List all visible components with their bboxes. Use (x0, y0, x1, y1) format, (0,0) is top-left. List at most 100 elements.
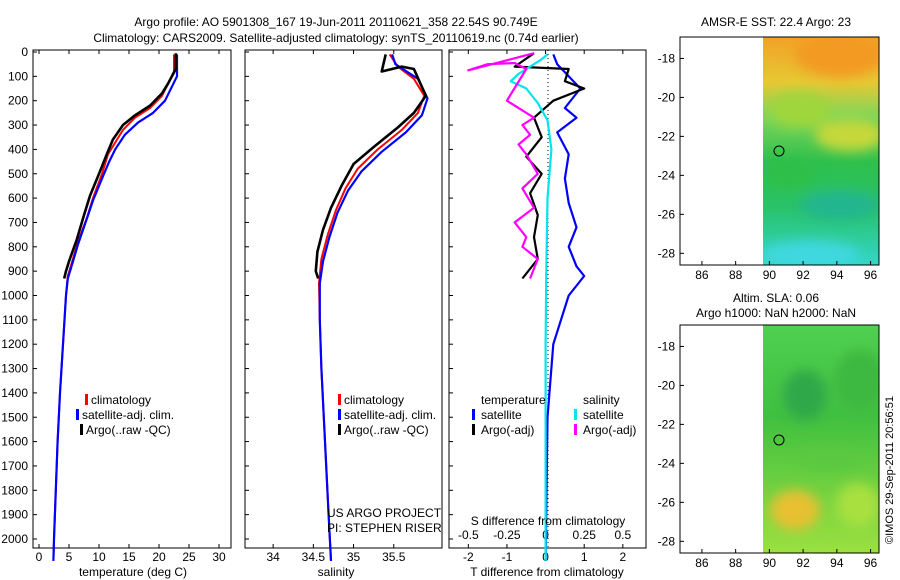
salinity-series (314, 53, 429, 561)
sla-map-frame (679, 324, 880, 554)
map-lon-tick-label: 94 (830, 268, 844, 282)
sst-map-frame (679, 36, 880, 266)
salinity-plot-frame (244, 49, 443, 549)
difference-legend: temperature satellite Argo(-adj) salinit… (472, 393, 636, 437)
pressure-tick-label: 1300 (1, 362, 28, 376)
map-lat-tick-label: -24 (658, 456, 676, 470)
map-lat-tick-label: -26 (658, 207, 676, 221)
pressure-tick-label: 1700 (1, 459, 28, 473)
temperature-legend: climatology satellite-adj. clim. Argo(..… (76, 393, 174, 437)
map-lon-tick-label: 94 (830, 556, 844, 570)
legend-swatch-t-argo (472, 424, 475, 435)
map-lon-tick-label: 88 (729, 268, 743, 282)
legend-climatology: climatology (91, 393, 151, 407)
x-tick-label: 25 (182, 550, 196, 564)
legend-climatology: climatology (344, 393, 404, 407)
legend-swatch-s-satellite (574, 409, 577, 420)
series-line-argo-raw-qc- (314, 54, 428, 279)
sla-map-title-2: Argo h1000: NaN h2000: NaN (696, 306, 856, 320)
sst-map-title: AMSR-E SST: 22.4 Argo: 23 (701, 15, 851, 29)
x-tick-label: 1 (581, 550, 588, 564)
sla-map-title-1: Altim. SLA: 0.06 (733, 291, 819, 305)
map-lon-tick-label: 90 (763, 268, 777, 282)
pressure-tick-label: 1000 (1, 289, 28, 303)
map-lon-tick-label: 96 (864, 268, 878, 282)
sla-argo-location-marker (773, 434, 785, 446)
x-tick-label: 0 (36, 550, 43, 564)
series-line-s-satellite (509, 53, 553, 561)
pressure-tick-label: 600 (8, 191, 28, 205)
difference-series (467, 52, 586, 561)
pressure-tick-label: 300 (8, 118, 28, 132)
pressure-tick-label: 1100 (2, 313, 28, 327)
series-line-s-argo-adj- (467, 52, 539, 279)
map-lat-tick-label: -20 (658, 90, 676, 104)
x-tick-label: 5 (66, 550, 73, 564)
pressure-tick-label: 0 (21, 45, 28, 59)
s-difference-xlabel: S difference from climatology (471, 514, 626, 528)
map-lon-tick-label: 92 (796, 556, 810, 570)
pressure-tick-label: 1200 (1, 337, 28, 351)
legend-temperature-title: temperature (481, 393, 546, 407)
map-lon-tick-label: 96 (864, 556, 878, 570)
legend-s-argo: Argo(-adj) (583, 423, 636, 437)
x-tick-label: 30 (212, 550, 226, 564)
pressure-tick-label: 1400 (1, 386, 28, 400)
legend-swatch-s-argo (574, 424, 577, 435)
series-line-t-argo-adj- (513, 52, 586, 280)
pressure-tick-label: 1600 (1, 435, 28, 449)
legend-s-satellite: satellite (583, 408, 624, 422)
salinity-axis: 34 34.5 35 35.5 (266, 50, 406, 564)
pressure-axis: 0 100 200 300 400 500 600 700 800 900 1000 1100 1200… (1, 45, 453, 546)
pressure-tick-label: 100 (8, 69, 28, 83)
series-line-t-satellite (544, 53, 586, 561)
legend-swatch-satellite (338, 409, 341, 420)
map-lon-tick-label: 88 (729, 556, 743, 570)
series-line-satellite-adj-clim- (52, 54, 179, 561)
project-label: US ARGO PROJECT (327, 506, 442, 520)
legend-swatch-t-satellite (472, 409, 475, 420)
map-lon-tick-label: 90 (763, 556, 777, 570)
pressure-tick-label: 1800 (1, 483, 28, 497)
sst-map-image (763, 37, 879, 265)
legend-satellite: satellite-adj. clim. (82, 408, 174, 422)
legend-swatch-climatology (338, 394, 341, 405)
x-tick-label: 34 (266, 550, 280, 564)
legend-t-argo: Argo(-adj) (481, 423, 534, 437)
series-line-climatology (52, 54, 175, 561)
pressure-tick-label: 900 (8, 264, 28, 278)
series-line-satellite-adj-clim- (318, 54, 429, 561)
series-line-argo-raw-qc- (62, 53, 178, 279)
temperature-plot-frame (32, 49, 232, 549)
pressure-tick-label: 700 (8, 215, 28, 229)
map-lon-tick-label: 86 (695, 268, 709, 282)
x-tick-label: 15 (122, 550, 136, 564)
map-lat-tick-label: -28 (658, 534, 676, 548)
salinity-xlabel: salinity (318, 565, 355, 579)
map-lat-tick-label: -22 (658, 129, 676, 143)
x-tick-label: -1 (502, 550, 513, 564)
map-lat-tick-label: -24 (658, 168, 676, 182)
legend-swatch-satellite (76, 409, 79, 420)
legend-argo: Argo(..raw -QC) (86, 423, 171, 437)
pressure-tick-label: 800 (8, 240, 28, 254)
pressure-tick-label: 400 (8, 142, 28, 156)
x-tick-label: 10 (92, 550, 106, 564)
legend-salinity-title: salinity (583, 393, 620, 407)
map-lat-tick-label: -18 (658, 339, 676, 353)
pressure-tick-label: 200 (8, 94, 28, 108)
legend-argo: Argo(..raw -QC) (344, 423, 429, 437)
pressure-tick-label: 1900 (1, 508, 28, 522)
map-lat-tick-label: -20 (658, 378, 676, 392)
legend-t-satellite: satellite (481, 408, 522, 422)
imos-watermark: ©IMOS 29-Sep-2011 20:56:51 (884, 396, 896, 544)
sst-argo-location-marker (773, 145, 785, 157)
x-tick-label: 35.5 (382, 550, 406, 564)
x-tick-label: -2 (463, 550, 474, 564)
sla-map-lon-axis: 86 88 90 92 94 96 (695, 549, 878, 570)
pressure-tick-label: 1500 (1, 410, 28, 424)
x-tick-label: 20 (152, 550, 166, 564)
title-line-2: Climatology: CARS2009. Satellite-adjuste… (93, 31, 578, 45)
temperature-xlabel: temperature (deg C) (79, 565, 187, 579)
